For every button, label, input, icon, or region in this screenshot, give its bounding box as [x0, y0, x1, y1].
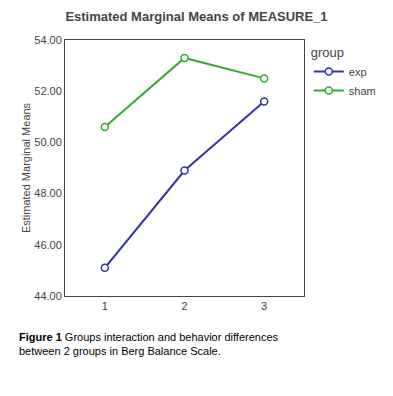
svg-text:group: group [311, 45, 344, 60]
svg-text:54.00: 54.00 [34, 34, 62, 46]
svg-text:44.00: 44.00 [34, 290, 62, 302]
svg-text:50.00: 50.00 [34, 136, 62, 148]
svg-text:46.00: 46.00 [34, 239, 62, 251]
svg-text:3: 3 [261, 300, 267, 312]
svg-text:2: 2 [181, 300, 187, 312]
svg-text:exp: exp [349, 66, 367, 78]
svg-text:48.00: 48.00 [34, 187, 62, 199]
svg-text:sham: sham [349, 85, 376, 97]
svg-text:1: 1 [102, 300, 108, 312]
svg-text:Estimated Marginal Means: Estimated Marginal Means [20, 102, 32, 233]
svg-text:Estimated Marginal Means of ME: Estimated Marginal Means of MEASURE_1 [65, 9, 327, 24]
svg-text:Figure 1 Groups interaction an: Figure 1 Groups interaction and behavior… [19, 331, 279, 357]
svg-text:52.00: 52.00 [34, 85, 62, 97]
